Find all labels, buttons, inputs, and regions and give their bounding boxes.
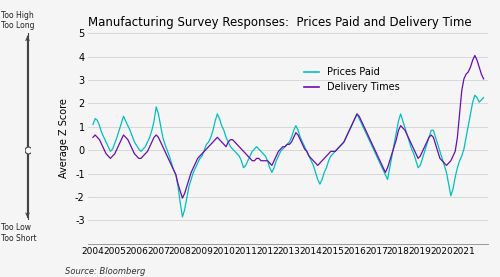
Text: Manufacturing Survey Responses:  Prices Paid and Delivery Time: Manufacturing Survey Responses: Prices P… <box>88 16 471 29</box>
Text: Too High
Too Long: Too High Too Long <box>1 11 34 30</box>
Text: Too Low
Too Short: Too Low Too Short <box>1 223 36 243</box>
Y-axis label: Average Z Score: Average Z Score <box>60 99 70 178</box>
Text: Source: Bloomberg: Source: Bloomberg <box>65 267 146 276</box>
Legend: Prices Paid, Delivery Times: Prices Paid, Delivery Times <box>300 63 403 96</box>
